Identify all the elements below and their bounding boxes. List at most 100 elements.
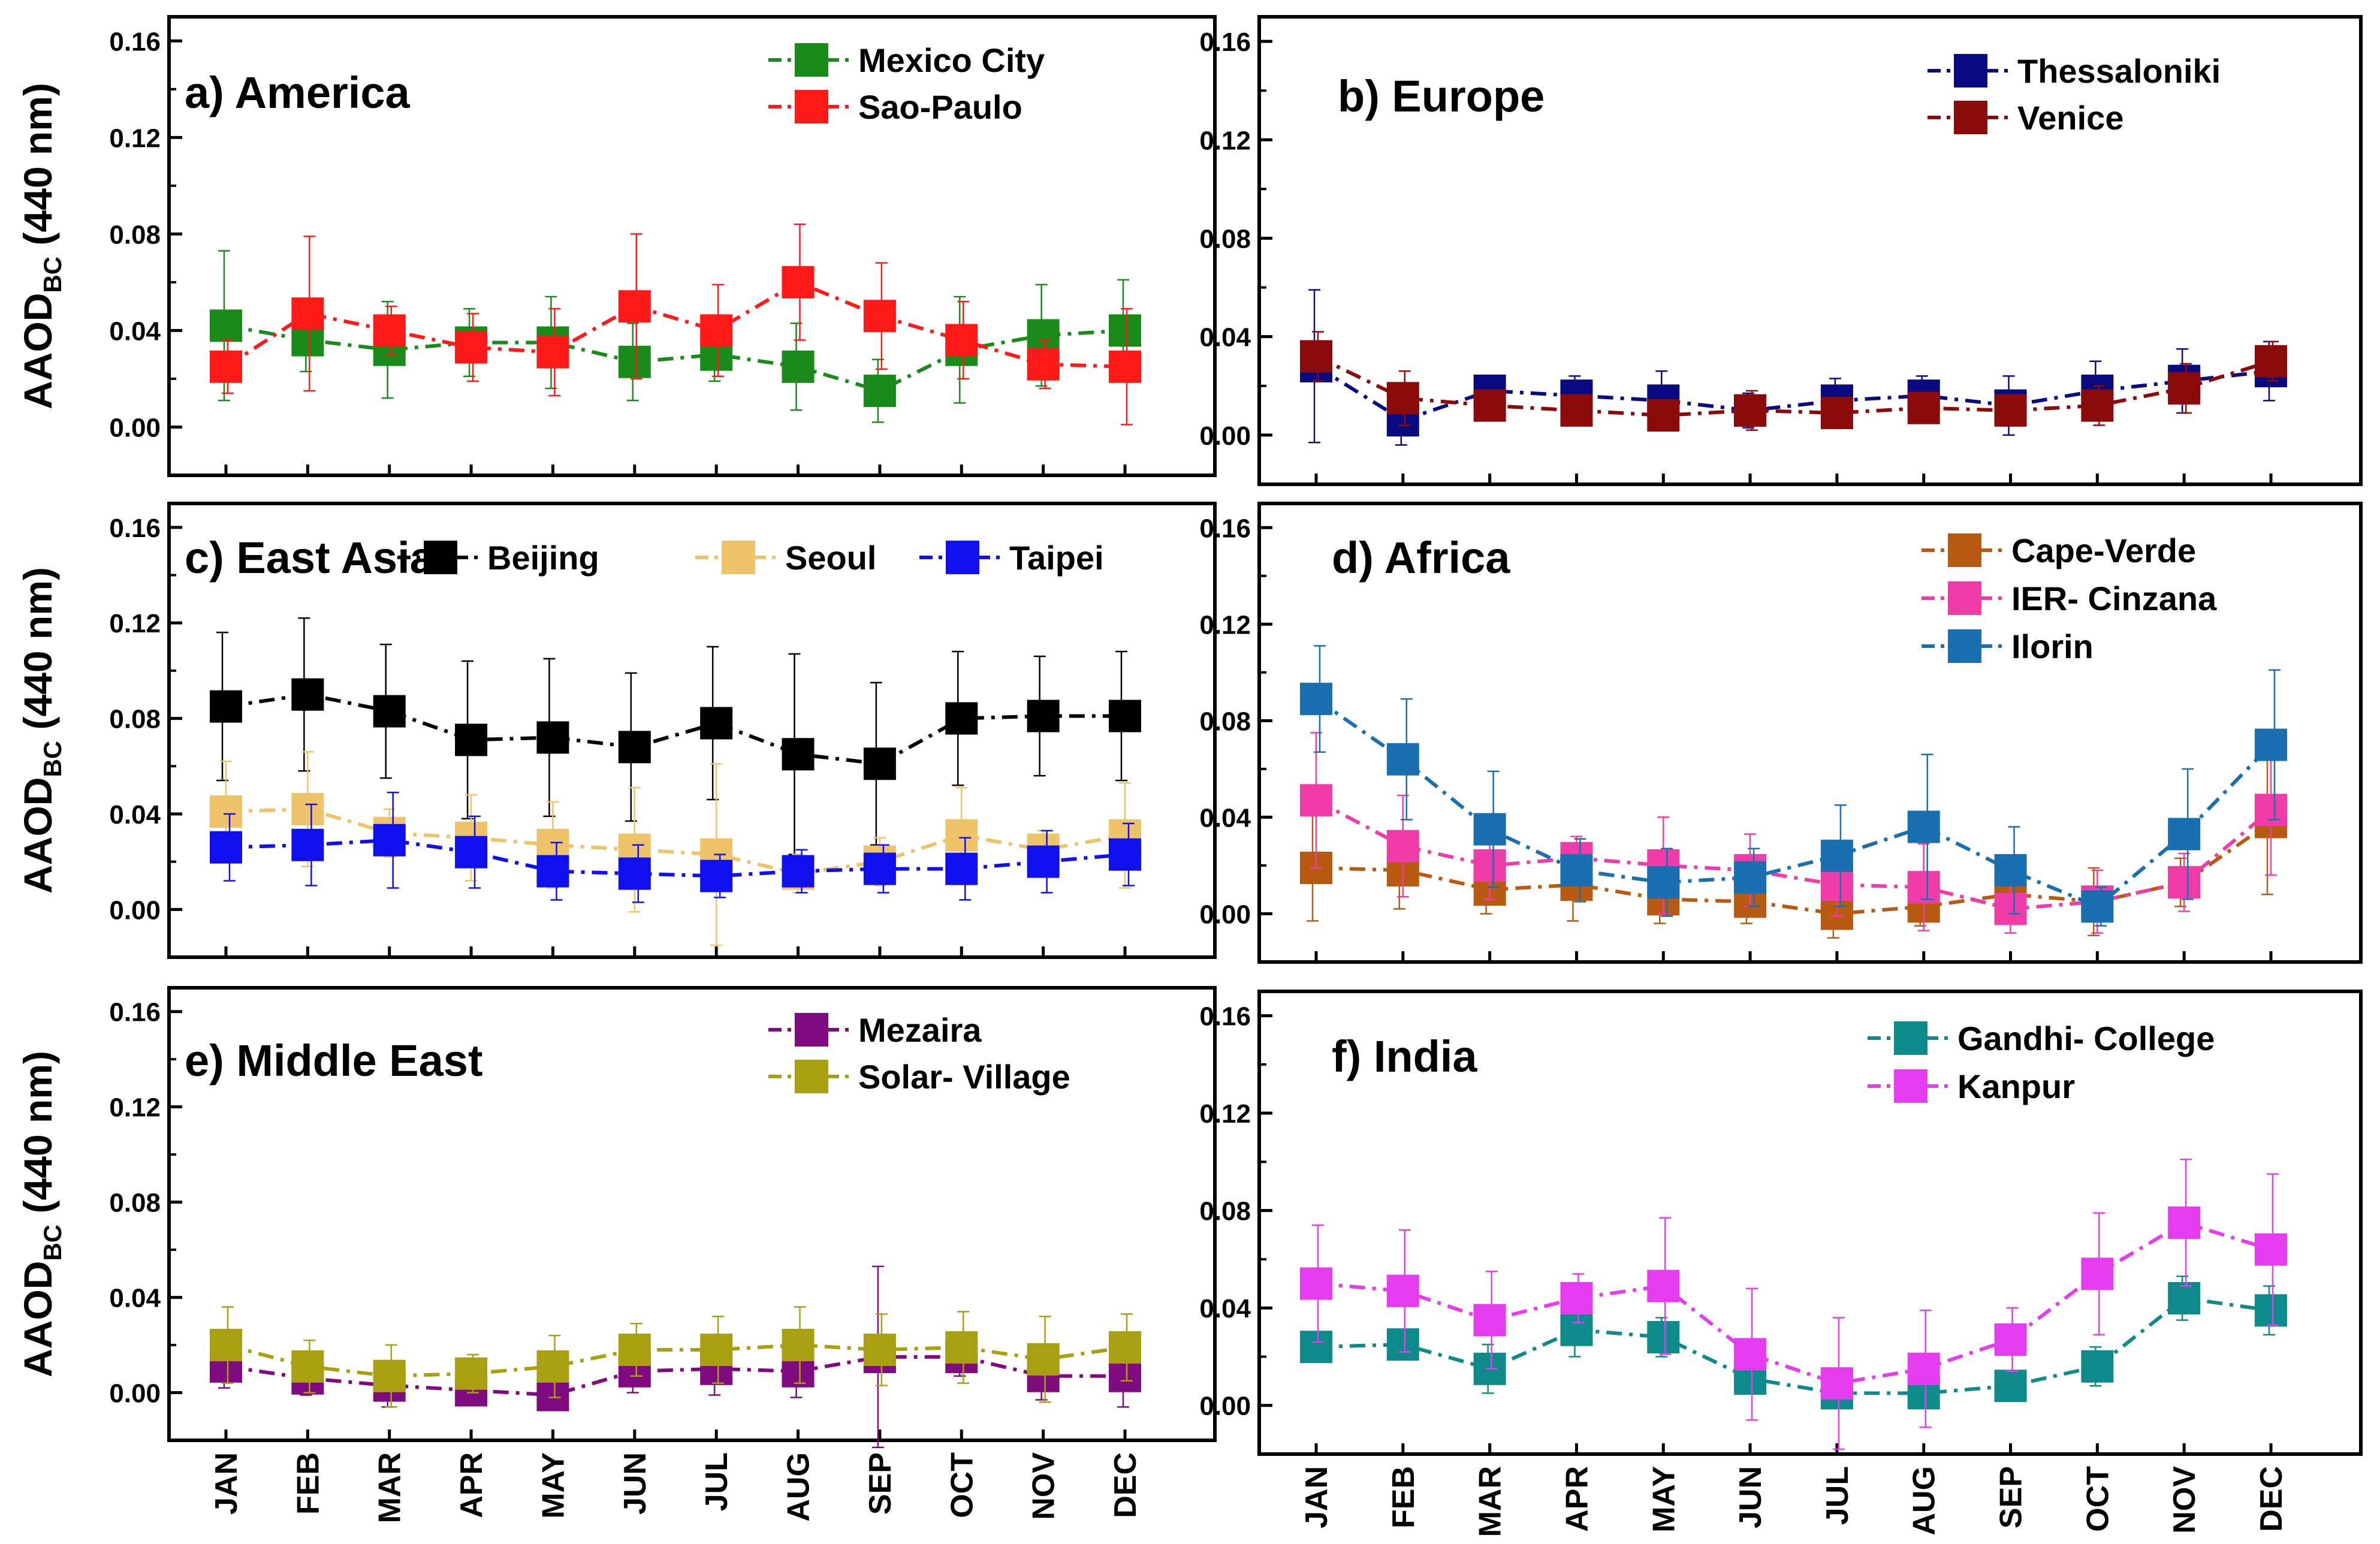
legend-entry: Mezaira <box>768 1011 982 1049</box>
data-point <box>1647 866 1680 899</box>
data-point <box>1109 350 1141 383</box>
y-tick-label: 0.12 <box>109 1093 161 1123</box>
y-tick-label: 0.00 <box>1199 421 1251 451</box>
data-point <box>536 855 569 888</box>
y-axis-label: AAODBC (440 nm) <box>16 567 67 894</box>
series-line <box>1315 364 2272 423</box>
series-ier-cinzana <box>1300 732 2287 934</box>
data-point <box>1473 849 1506 882</box>
panel-title: f) India <box>1332 1032 1477 1081</box>
panel-america: 0.00 0.04 0.08 0.12 0.16 AAODBC (440 nm) a) Am… <box>16 15 1217 477</box>
legend-label: Beijing <box>487 539 599 577</box>
y-tick-label: 0.16 <box>109 27 161 56</box>
data-point <box>863 300 896 333</box>
data-point <box>1473 1304 1506 1337</box>
data-point <box>782 738 815 771</box>
x-tick-label: OCT <box>2080 1466 2115 1532</box>
legend-entry: Gandhi- College <box>1868 1020 2215 1057</box>
data-point <box>2168 1281 2201 1314</box>
y-tick-label: 0.12 <box>109 609 161 638</box>
data-point <box>863 747 896 780</box>
data-point <box>1300 784 1332 817</box>
data-point <box>1560 1281 1593 1314</box>
data-point <box>1027 845 1060 878</box>
series-cape-verde <box>1300 749 2287 939</box>
x-tick-label: OCT <box>945 1452 979 1518</box>
legend-marker <box>795 1013 828 1047</box>
data-point <box>782 350 815 383</box>
data-point <box>618 857 651 890</box>
data-point <box>1994 892 2027 925</box>
panel-title: e) Middle East <box>185 1036 483 1085</box>
data-point <box>863 375 896 408</box>
panel-frame <box>167 15 1217 477</box>
x-tick-label: FEB <box>1386 1466 1421 1528</box>
data-point <box>1820 396 1853 429</box>
legend-marker <box>1948 581 1981 615</box>
legend-entry: Solar- Village <box>768 1058 1070 1096</box>
y-axis-label: AAODBC (440 nm) <box>16 1051 67 1377</box>
data-point <box>1907 871 1940 904</box>
panel-title: d) Africa <box>1332 533 1510 583</box>
legend-marker <box>1948 533 1981 567</box>
series-taipei <box>210 791 1141 903</box>
data-point <box>700 1334 733 1366</box>
legend-label: Solar- Village <box>858 1058 1070 1096</box>
legend-label: Thessaloniki <box>2017 52 2221 90</box>
legend-entry: IER- Cinzana <box>1922 580 2217 617</box>
data-point <box>2255 1233 2287 1266</box>
data-point <box>210 831 242 864</box>
series-thessaloniki <box>1300 289 2287 446</box>
legend-entry: Ilorin <box>1922 628 2094 665</box>
data-point <box>863 1334 896 1366</box>
data-point <box>1560 854 1593 886</box>
y-tick-label: 0.00 <box>1199 900 1251 929</box>
panel-frame <box>1257 502 2363 964</box>
x-tick-label: SEP <box>863 1452 898 1515</box>
x-tick-label: MAY <box>1646 1466 1681 1533</box>
legend-entry: Sao-Paulo <box>768 88 1022 126</box>
legend-marker <box>795 1060 828 1093</box>
legend-marker <box>424 541 457 574</box>
data-point <box>1560 1313 1593 1346</box>
series-venice <box>1300 331 2287 432</box>
data-point <box>1109 838 1141 871</box>
data-point <box>1109 1359 1141 1392</box>
data-point <box>1734 394 1767 427</box>
legend-marker <box>795 43 828 77</box>
x-tick-label: NOV <box>1027 1452 1061 1520</box>
data-point <box>1300 340 1332 373</box>
data-point <box>1027 699 1060 732</box>
y-tick-label: 0.04 <box>109 1284 161 1313</box>
series-line <box>225 838 1126 878</box>
data-point <box>1647 1269 1680 1302</box>
data-point <box>2081 389 2114 422</box>
y-tick-label: 0.04 <box>1199 323 1251 352</box>
data-point <box>1300 1331 1332 1364</box>
data-point <box>210 309 242 342</box>
y-tick-label: 0.12 <box>1199 1099 1251 1129</box>
y-tick-label: 0.00 <box>109 413 161 442</box>
series-kanpur <box>1300 1159 2287 1450</box>
data-point <box>945 702 978 735</box>
data-point <box>1647 399 1680 432</box>
data-point <box>1820 868 1853 901</box>
x-tick-label: JUN <box>1733 1466 1768 1528</box>
data-point <box>2168 372 2201 405</box>
series-line <box>225 1355 1125 1397</box>
data-point <box>700 707 733 740</box>
legend-entry: Taipei <box>919 539 1104 577</box>
legend-entry: Kanpur <box>1868 1067 2075 1105</box>
data-point <box>1734 1338 1767 1371</box>
y-tick-label: 0.12 <box>109 123 161 153</box>
data-point <box>2168 1207 2201 1239</box>
data-point <box>291 678 324 711</box>
data-point <box>1109 1331 1141 1364</box>
data-point <box>536 1350 569 1383</box>
y-tick-label: 0.08 <box>109 220 161 249</box>
x-tick-label: JAN <box>1299 1466 1334 1528</box>
series-seoul <box>210 751 1141 946</box>
data-point <box>618 345 651 378</box>
x-tick-label: DEC <box>1108 1452 1143 1518</box>
series-ilorin <box>1300 645 2287 927</box>
